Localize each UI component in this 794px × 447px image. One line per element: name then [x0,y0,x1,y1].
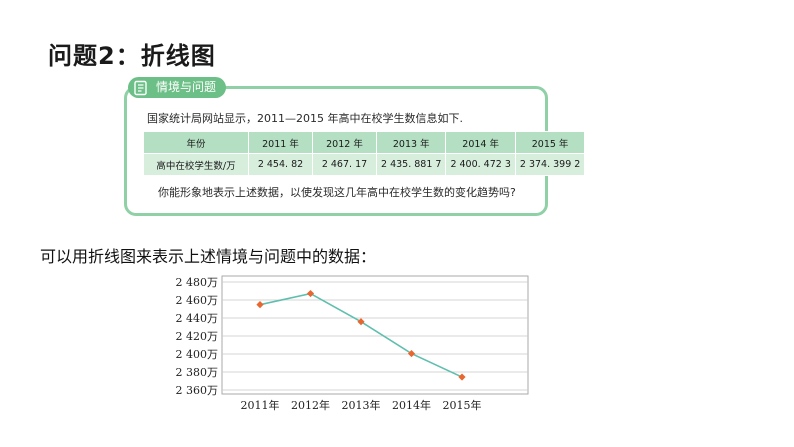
problem-question: 你能形象地表示上述数据，以使发现这几年高中在校学生数的变化趋势吗? [158,186,516,199]
table-year: 2015 年 [514,131,586,154]
y-tick-label: 2 400万 [176,348,219,361]
table-year: 2011 年 [248,131,313,154]
book-icon [132,79,150,97]
chart-caption: 可以用折线图来表示上述情境与问题中的数据： [40,247,377,266]
line-chart-svg: 2 360万 2 380万 2 400万 2 420万 2 440万 2 460万 2 48… [176,275,529,412]
line-chart: 2 360万 2 380万 2 400万 2 420万 2 440万 2 460万 2 48… [165,270,531,425]
chart-frame [221,275,529,395]
table-value: 2 454. 82 [248,153,313,176]
tab-label: 情境与问题 [156,80,217,94]
problem-intro: 国家统计局网站显示，2011—2015 年高中在校学生数信息如下. [147,112,463,125]
y-tick-label: 2 360万 [176,384,219,397]
data-point [357,318,365,326]
table-value: 2 400. 472 3 [445,153,516,176]
table-year: 2012 年 [312,131,377,154]
x-tick-label: 2014年 [392,398,431,412]
y-tick-label: 2 420万 [176,330,219,343]
table-value: 2 467. 17 [312,153,377,176]
table-header-label: 年份 [143,131,249,154]
table-value: 2 435. 881 7 [375,153,447,176]
table-value: 2 374. 399 2 [514,153,586,176]
x-tick-label: 2012年 [291,398,330,412]
table-row-label: 高中在校学生数/万 [143,153,249,176]
data-point [458,373,466,381]
data-point [256,301,264,309]
table-year: 2013 年 [375,131,447,154]
table-year: 2014 年 [445,131,516,154]
situation-problem-tab: 情境与问题 [128,77,226,98]
x-tick-label: 2013年 [342,398,381,412]
data-point [306,289,315,298]
page-title: 问题2：折线图 [48,42,216,70]
table-value-row: 高中在校学生数/万 2 454. 82 2 467. 17 2 435. 881… [143,153,586,176]
data-point [407,349,416,358]
y-tick-label: 2 380万 [176,366,219,379]
y-tick-label: 2 460万 [176,294,219,307]
x-tick-label: 2015年 [443,398,482,412]
table-header-row: 年份 2011 年 2012 年 2013 年 2014 年 2015 年 [143,131,586,154]
student-data-table: 年份 2011 年 2012 年 2013 年 2014 年 2015 年 高中… [143,131,586,176]
y-tick-label: 2 480万 [176,276,219,289]
y-tick-label: 2 440万 [176,312,219,325]
x-tick-label: 2011年 [241,398,280,412]
